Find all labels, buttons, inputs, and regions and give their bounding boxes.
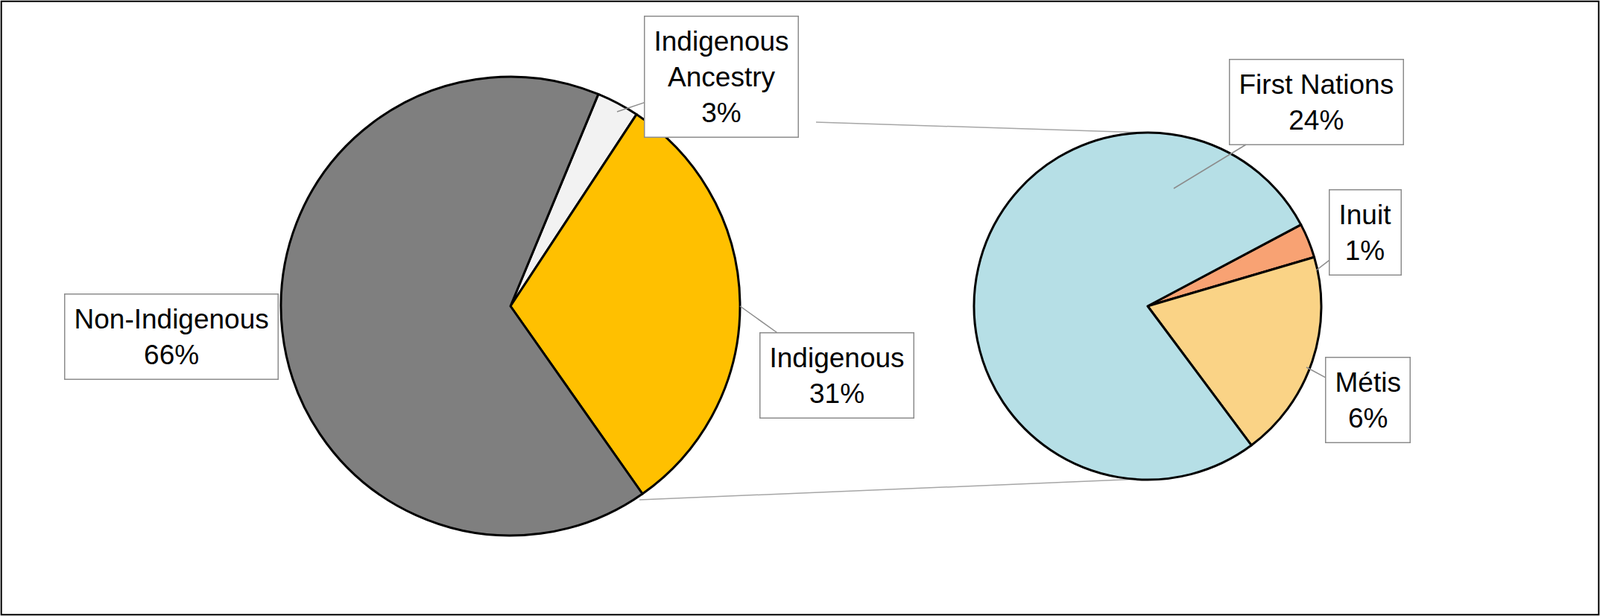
- svg-text:Métis6%: Métis6%: [1335, 367, 1402, 434]
- svg-text:Inuit1%: Inuit1%: [1339, 199, 1393, 267]
- svg-text:Indigenous31%: Indigenous31%: [769, 342, 905, 410]
- svg-text:First Nations24%: First Nations24%: [1239, 69, 1395, 136]
- svg-text:Non-Indigenous66%: Non-Indigenous66%: [74, 304, 270, 371]
- svg-text:IndigenousAncestry3%: IndigenousAncestry3%: [654, 26, 790, 129]
